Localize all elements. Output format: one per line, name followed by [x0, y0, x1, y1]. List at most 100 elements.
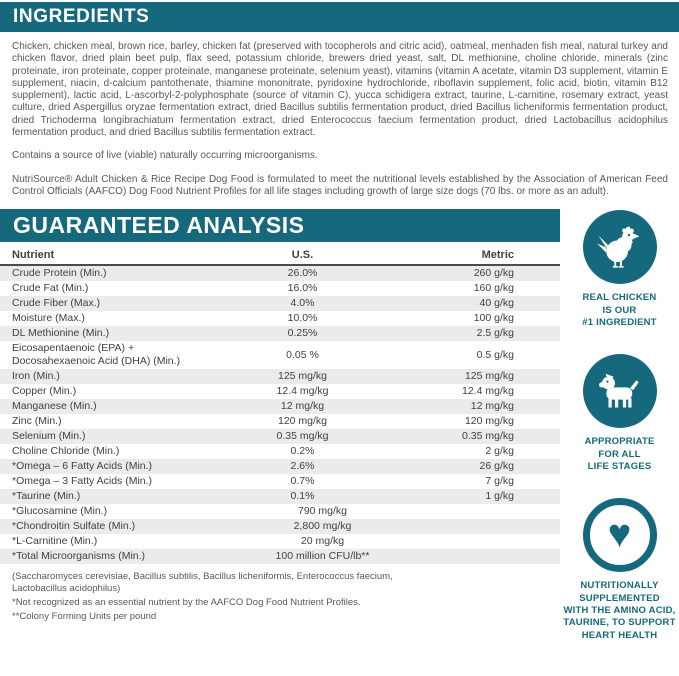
- us-value: 0.35 mg/kg: [276, 430, 329, 443]
- analysis-row: Iron (Min.) 125 mg/kg 125 mg/kg: [0, 369, 560, 385]
- nutrient-name: Crude Fat (Min.): [12, 282, 89, 295]
- nutrient-name: Iron (Min.): [12, 370, 60, 383]
- analysis-row: *Chondroitin Sulfate (Min.) 2,800 mg/kg: [0, 519, 560, 535]
- nutrient-name: Zinc (Min.): [12, 415, 62, 428]
- metric-value: 12 mg/kg: [470, 400, 514, 413]
- us-value: 12.4 mg/kg: [276, 385, 329, 398]
- nutrient-name: Copper (Min.): [12, 385, 77, 398]
- nutrient-name: Crude Protein (Min.): [12, 267, 107, 280]
- badge-label: APPROPRIATE FOR ALL LIFE STAGES: [584, 436, 655, 472]
- metric-value: 160 g/kg: [473, 282, 514, 295]
- ingredients-section: Chicken, chicken meal, brown rice, barle…: [0, 32, 679, 198]
- nutrient-value: 2,800 mg/kg: [293, 520, 352, 533]
- guaranteed-analysis-banner: GUARANTEED ANALYSIS: [0, 209, 560, 243]
- nutrient-name: Moisture (Max.): [12, 312, 85, 325]
- analysis-row: *Omega – 6 Fatty Acids (Min.) 2.6% 26 g/kg: [0, 459, 560, 475]
- nutrient-name: *Chondroitin Sulfate (Min.): [12, 520, 136, 533]
- analysis-row: Selenium (Min.) 0.35 mg/kg 0.35 mg/kg: [0, 429, 560, 445]
- us-value: 4.0%: [290, 297, 315, 310]
- nutrient-name: Selenium (Min.): [12, 430, 86, 443]
- us-value: 0.05 %: [286, 348, 319, 361]
- nutrient-value: 100 million CFU/lb**: [275, 550, 370, 563]
- table-header-row: Nutrient U.S. Metric: [0, 247, 560, 267]
- column-header-us: U.S.: [215, 247, 390, 267]
- us-value: 2.6%: [290, 460, 315, 473]
- analysis-row: Zinc (Min.) 120 mg/kg 120 mg/kg: [0, 414, 560, 429]
- heart-icon: ♥: [582, 498, 657, 573]
- dog-icon: [582, 354, 657, 429]
- metric-value: 7 g/kg: [485, 475, 514, 488]
- nutrient-value: 20 mg/kg: [300, 535, 345, 548]
- analysis-row: Crude Protein (Min.) 26.0% 260 g/kg: [0, 265, 560, 282]
- us-value: 26.0%: [287, 267, 318, 280]
- analysis-row: *Taurine (Min.) 0.1% 1 g/kg: [0, 489, 560, 505]
- us-value: 0.2%: [290, 445, 315, 458]
- metric-value: 0.5 g/kg: [476, 348, 514, 361]
- column-header-nutrient: Nutrient: [0, 247, 215, 267]
- nutrient-name: *L-Carnitine (Min.): [12, 535, 98, 548]
- footnote-not-recognized: *Not recognized as an essential nutrient…: [12, 596, 361, 608]
- metric-value: 12.4 mg/kg: [462, 385, 514, 398]
- aafco-statement: NutriSource® Adult Chicken & Rice Recipe…: [12, 173, 668, 197]
- metric-value: 2 g/kg: [485, 445, 514, 458]
- footnote-cfu: **Colony Forming Units per pound: [12, 610, 157, 622]
- ingredients-title: INGREDIENTS: [13, 6, 150, 27]
- chicken-icon: [582, 210, 657, 285]
- analysis-row: Copper (Min.) 12.4 mg/kg 12.4 mg/kg: [0, 384, 560, 399]
- badge-real-chicken: REAL CHICKEN IS OUR #1 INGREDIENT: [561, 210, 679, 329]
- nutrient-name: *Omega – 6 Fatty Acids (Min.): [12, 460, 153, 473]
- ingredients-banner: INGREDIENTS: [0, 2, 679, 32]
- nutrient-name: Crude Fiber (Max.): [12, 297, 101, 310]
- metric-value: 40 g/kg: [479, 297, 514, 310]
- analysis-row: DL Methionine (Min.) 0.25% 2.5 g/kg: [0, 326, 560, 342]
- column-header-metric: Metric: [390, 247, 560, 267]
- analysis-row: Choline Chloride (Min.) 0.2% 2 g/kg: [0, 444, 560, 459]
- us-value: 125 mg/kg: [277, 370, 328, 383]
- metric-value: 0.35 mg/kg: [462, 430, 514, 443]
- analysis-row: *L-Carnitine (Min.) 20 mg/kg: [0, 534, 560, 549]
- guaranteed-analysis-table: Nutrient U.S. Metric Crude Protein (Min.…: [0, 247, 560, 565]
- analysis-row: Moisture (Max.) 10.0% 100 g/kg: [0, 311, 560, 326]
- analysis-row: Eicosapentaenoic (EPA) + Docosahexaenoic…: [0, 341, 560, 369]
- ingredients-body: Chicken, chicken meal, brown rice, barle…: [12, 41, 668, 139]
- guaranteed-analysis-section: GUARANTEED ANALYSIS Nutrient U.S. Metric…: [0, 209, 560, 667]
- analysis-row: Manganese (Min.) 12 mg/kg 12 mg/kg: [0, 399, 560, 415]
- metric-value: 26 g/kg: [479, 460, 514, 473]
- badge-label: NUTRITIONALLY SUPPLEMENTED WITH THE AMIN…: [563, 580, 676, 641]
- metric-value: 120 mg/kg: [464, 415, 514, 428]
- nutrient-name: Choline Chloride (Min.): [12, 445, 120, 458]
- analysis-table-body: Crude Protein (Min.) 26.0% 260 g/kg Crude F…: [0, 265, 560, 565]
- nutrient-name: DL Methionine (Min.): [12, 327, 110, 340]
- metric-value: 1 g/kg: [485, 490, 514, 503]
- analysis-row: *Glucosamine (Min.) 790 mg/kg: [0, 504, 560, 519]
- us-value: 120 mg/kg: [277, 415, 328, 428]
- badge-heart-health: ♥ NUTRITIONALLY SUPPLEMENTED WITH THE AM…: [561, 498, 679, 642]
- nutrient-name: *Total Microorganisms (Min.): [12, 550, 146, 563]
- us-value: 10.0%: [287, 312, 318, 325]
- badge-label: REAL CHICKEN IS OUR #1 INGREDIENT: [582, 292, 657, 328]
- nutrient-name: *Glucosamine (Min.): [12, 505, 108, 518]
- benefit-badges: REAL CHICKEN IS OUR #1 INGREDIENT: [560, 209, 679, 667]
- nutrient-value: 790 mg/kg: [297, 505, 348, 518]
- us-value: 0.1%: [290, 490, 315, 503]
- footnotes: (Saccharomyces cerevisiae, Bacillus subt…: [0, 564, 560, 622]
- guaranteed-analysis-title: GUARANTEED ANALYSIS: [13, 212, 305, 239]
- lower-region: GUARANTEED ANALYSIS Nutrient U.S. Metric…: [0, 209, 679, 667]
- us-value: 16.0%: [287, 282, 318, 295]
- us-value: 0.7%: [290, 475, 315, 488]
- metric-value: 125 mg/kg: [464, 370, 514, 383]
- us-value: 12 mg/kg: [280, 400, 325, 413]
- analysis-row: Crude Fiber (Max.) 4.0% 40 g/kg: [0, 296, 560, 312]
- metric-value: 100 g/kg: [473, 312, 514, 325]
- us-value: 0.25%: [287, 327, 318, 340]
- microorganisms-note: Contains a source of live (viable) natur…: [12, 150, 318, 162]
- nutrient-name: *Taurine (Min.): [12, 490, 81, 503]
- metric-value: 2.5 g/kg: [476, 327, 514, 340]
- analysis-row: *Omega – 3 Fatty Acids (Min.) 0.7% 7 g/kg: [0, 474, 560, 489]
- metric-value: 260 g/kg: [473, 267, 514, 280]
- nutrient-name: Eicosapentaenoic (EPA) + Docosahexaenoic…: [12, 342, 181, 368]
- nutrient-name: Manganese (Min.): [12, 400, 97, 413]
- analysis-row: Crude Fat (Min.) 16.0% 160 g/kg: [0, 281, 560, 296]
- analysis-row: *Total Microorganisms (Min.) 100 million …: [0, 549, 560, 565]
